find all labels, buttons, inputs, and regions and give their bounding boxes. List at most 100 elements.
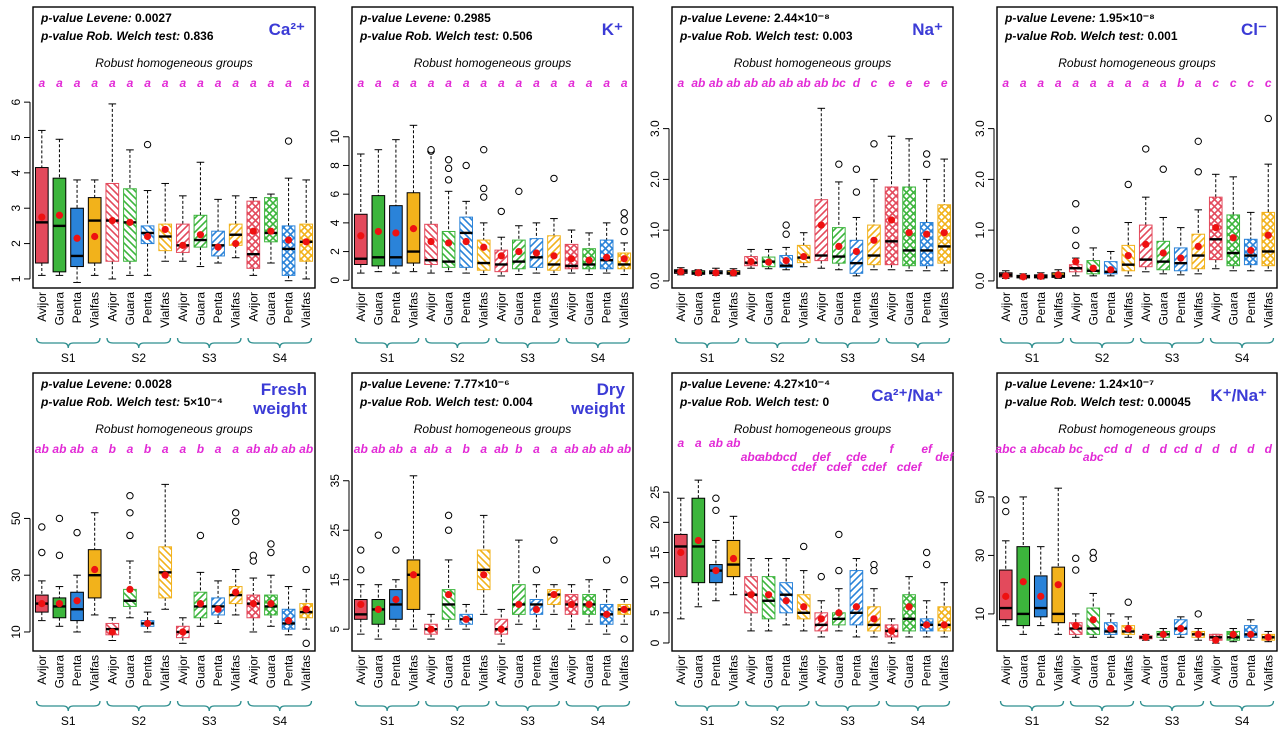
y-tick-label: 3 (9, 205, 23, 212)
mean-point (585, 256, 593, 264)
box-penta-s4 (1243, 211, 1258, 272)
x-tick-label: Guara (264, 655, 278, 689)
group-letter: a (586, 76, 593, 90)
mean-point (852, 247, 861, 256)
x-tick-label: Penta (529, 292, 543, 324)
panel-7: p-value Levene: 4.27×10⁻⁴ p-value Rob. We… (648, 372, 954, 728)
mean-point (108, 628, 116, 636)
box-avijor-s1 (34, 129, 49, 276)
x-tick-label: Vialfas (797, 292, 811, 328)
group-letter: abc (758, 450, 779, 464)
x-tick-label: Vialfas (867, 292, 881, 328)
x-tick-label: Avijor (999, 655, 1013, 685)
mean-point (923, 621, 931, 629)
box-penta-s4 (281, 137, 296, 282)
levene-label: p-value Levene: (40, 377, 132, 391)
group-letter: a (285, 76, 292, 90)
stage-brace (176, 700, 242, 712)
x-tick-label: Vialfas (547, 292, 561, 328)
group-letter: d (853, 76, 861, 90)
mean-point (1107, 624, 1115, 633)
box-vialfas-s1 (726, 515, 741, 596)
outlier-point (620, 227, 628, 236)
outlier-point (1072, 554, 1080, 563)
group-letter: ab (709, 76, 723, 90)
box-guara-s1 (371, 149, 386, 273)
stage-brace (745, 700, 810, 712)
outlier-point (1089, 554, 1097, 563)
group-letter: a (533, 442, 540, 456)
box-avijor-s1 (998, 496, 1013, 627)
group-letter: a (1002, 76, 1009, 90)
stage-label: S1 (1025, 714, 1040, 728)
x-tick-label: Penta (709, 655, 723, 687)
box-vialfas-s4 (617, 576, 632, 643)
stage-label: S2 (450, 714, 465, 728)
group-letter: c (1265, 76, 1272, 90)
y-tick-label: 2 (9, 240, 23, 247)
outlier-point (480, 145, 488, 154)
group-letter: a (677, 436, 684, 450)
outlier-point (852, 188, 861, 196)
group-letter: ab (744, 76, 758, 90)
levene-value: 0.2985 (451, 11, 491, 25)
outlier-point (550, 174, 558, 183)
outlier-point (1072, 566, 1080, 574)
box-body (264, 197, 278, 243)
x-tick-label: Vialfas (406, 292, 420, 328)
x-tick-label: Avijor (246, 292, 260, 322)
box-guara-s3 (512, 539, 526, 625)
box-penta-s3 (529, 222, 544, 274)
group-letter: a (375, 76, 382, 90)
mean-point (603, 610, 611, 618)
mean-point (249, 227, 257, 235)
outlier-point (1072, 226, 1080, 234)
panel-3: p-value Levene: 2.44×10⁻⁸ p-value Rob. We… (648, 6, 954, 365)
x-tick-label: Guara (512, 292, 526, 326)
group-letter: abc (1083, 450, 1104, 464)
stage-brace (885, 700, 951, 712)
group-letter: ab (779, 76, 793, 90)
x-tick-label: Avijor (565, 292, 579, 322)
mean-point (870, 615, 878, 623)
mean-point (73, 597, 81, 605)
box-vialfas-s2 (796, 542, 811, 632)
x-tick-label: Guara (832, 292, 846, 326)
mean-point (357, 232, 365, 240)
box-penta-s4 (919, 150, 934, 272)
mean-point (729, 554, 738, 563)
box-guara-s3 (832, 530, 846, 632)
x-tick-label: Penta (849, 292, 863, 324)
y-tick-label: 6 (9, 98, 23, 105)
mean-point (1037, 592, 1045, 600)
stage-label: S2 (1095, 351, 1110, 365)
stage-label: S1 (61, 714, 76, 728)
x-tick-label: Avijor (494, 292, 508, 322)
box-guara-s1 (1016, 496, 1031, 635)
mean-point (782, 257, 790, 265)
outlier-point (55, 514, 64, 523)
outlier-point (1159, 165, 1167, 173)
box-guara-s4 (1226, 176, 1241, 272)
outlier-point (922, 150, 931, 158)
levene-label: p-value Levene: (1004, 11, 1096, 25)
mean-point (1054, 271, 1062, 279)
group-letter: c (871, 76, 878, 90)
x-tick-label: Guara (1156, 655, 1170, 689)
box-avijor-s1 (34, 523, 49, 622)
box-avijor-s4 (1208, 633, 1223, 644)
box-avijor-s1 (673, 267, 688, 276)
x-tick-label: Avijor (176, 292, 190, 322)
panel-title: K⁺ (602, 20, 623, 39)
stage-brace (1209, 700, 1275, 712)
group-letter: a (357, 76, 364, 90)
outlier-point (922, 560, 931, 569)
x-tick-label: Avijor (1069, 655, 1083, 685)
stage-label: S4 (911, 714, 926, 728)
group-letter: a (445, 76, 452, 90)
levene-label: p-value Levene: (679, 11, 771, 25)
stage-brace (565, 337, 631, 349)
panel-title: Na⁺ (912, 20, 943, 39)
mean-point (38, 599, 46, 608)
x-tick-label: Guara (193, 292, 207, 326)
